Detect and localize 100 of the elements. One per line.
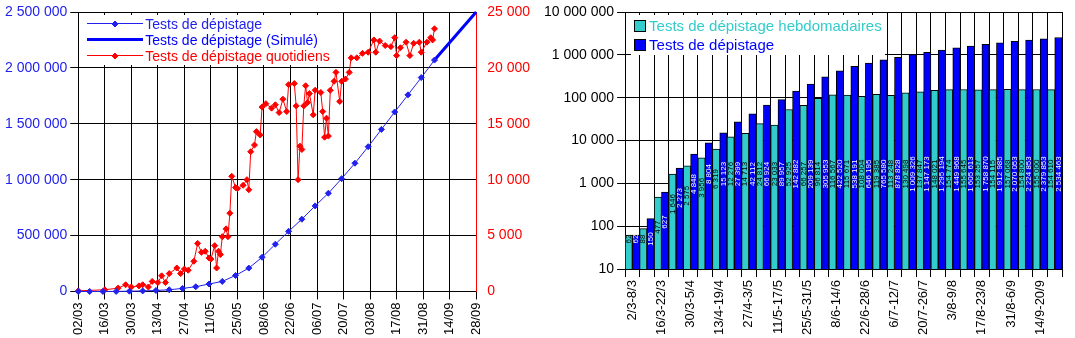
y-tick-label: 10 000 000 — [543, 2, 615, 19]
x-tick-label: 25/5-31/5 — [798, 280, 814, 335]
data-label: 2 224 853 — [1024, 155, 1034, 192]
x-tick-label: 17/08 — [388, 302, 404, 336]
data-label: 150 — [645, 231, 655, 246]
y2-tick-label: 20 000 — [487, 58, 531, 75]
y2-tick-label: 10 000 — [487, 170, 531, 187]
x-tick-label: 27/4-3/5 — [740, 280, 756, 328]
data-label: 305 953 — [820, 159, 830, 189]
data-label: 209 139 — [805, 159, 815, 189]
y-tick-label: 0 — [59, 282, 68, 299]
x-tick-label: 11/05 — [202, 302, 218, 335]
data-label: 4 848 — [689, 173, 699, 195]
x-tick-label: 13/04 — [149, 302, 165, 336]
data-label: 477 — [653, 219, 663, 234]
data-label: 155 645 — [958, 159, 968, 189]
y-tick-label: 100 000 — [563, 88, 615, 105]
y-tick-label: 500 000 — [16, 226, 68, 243]
x-tick-label: 6/7-12/7 — [886, 280, 902, 328]
data-label: 96 814 — [813, 161, 823, 187]
data-label: 153 257 — [973, 159, 983, 189]
data-label: 108 004 — [856, 159, 866, 189]
data-label: 88 — [638, 234, 648, 244]
data-label: 12 276 — [725, 161, 735, 187]
y-tick-label: 1 000 000 — [551, 45, 615, 62]
data-label: 52 925 — [784, 161, 794, 187]
data-label: 1 646 — [667, 193, 677, 215]
x-tick-label: 25/05 — [229, 302, 245, 336]
x-tick-label: 3/8-9/8 — [944, 280, 960, 321]
x-tick-label: 16/3-22/3 — [653, 280, 669, 335]
legend-label: Tests de dépistage quotidiens — [145, 48, 330, 64]
y-tick-label: 10 — [598, 259, 615, 276]
x-tick-label: 06/07 — [308, 302, 324, 336]
data-label: 1 605 613 — [966, 155, 976, 192]
data-label: 154 610 — [1046, 159, 1056, 189]
data-label: 2 273 — [674, 187, 684, 209]
x-tick-label: 22/06 — [282, 302, 298, 336]
y-tick-label: 1 500 000 — [4, 114, 68, 131]
data-label: 1 295 194 — [937, 155, 947, 192]
data-label: 1 912 985 — [995, 155, 1005, 192]
data-label: 62 — [631, 234, 641, 244]
data-label: 142 882 — [791, 159, 801, 189]
x-tick-label: 30/03 — [122, 302, 138, 336]
y-tick-label: 1 000 — [579, 174, 615, 191]
x-tick-label: 08/06 — [255, 302, 271, 336]
x-tick-label: 13/4-19/4 — [711, 280, 727, 335]
x-tick-label: 17/8-23/8 — [973, 280, 989, 335]
x-tick-label: 11/5-17/5 — [769, 280, 785, 335]
data-label: 137 847 — [915, 159, 925, 189]
y2-tick-label: 0 — [487, 282, 496, 299]
x-tick-label: 16/03 — [96, 302, 112, 336]
data-label: 2 534 463 — [1053, 155, 1063, 192]
data-label: 6 319 — [711, 168, 721, 190]
y2-tick-label: 25 000 — [487, 2, 531, 19]
data-label: 27 399 — [733, 161, 743, 187]
data-label: 2 379 853 — [1039, 155, 1048, 192]
x-tick-label: 31/8-6/9 — [1002, 280, 1018, 328]
data-label: 878 828 — [893, 159, 903, 189]
data-label: 154 774 — [944, 159, 954, 189]
legend-label: Tests de dépistage (Simulé) — [145, 32, 319, 48]
data-label: 24 812 — [754, 161, 764, 187]
data-label: 8 804 — [704, 163, 714, 185]
x-tick-label: 20/7-26/7 — [915, 280, 931, 335]
data-label: 646 195 — [864, 159, 874, 189]
data-label: 62 — [623, 234, 633, 244]
x-tick-label: 22/6-28/6 — [856, 280, 872, 335]
data-label: 15 123 — [718, 161, 728, 187]
x-tick-label: 20/07 — [335, 302, 351, 336]
x-tick-label: 2/3-8/3 — [623, 280, 639, 321]
x-tick-label: 28/09 — [467, 302, 483, 336]
data-label: 14 713 — [740, 161, 750, 187]
data-label: 3 956 — [696, 177, 706, 198]
data-label: 66 924 — [762, 161, 772, 187]
y-tick-label: 2 500 000 — [4, 2, 68, 19]
y-tick-label: 100 — [590, 217, 615, 234]
data-label: 422 520 — [835, 159, 845, 189]
data-label: 1 758 870 — [980, 155, 990, 192]
data-label: 1 009 326 — [907, 155, 917, 192]
data-label: 113 248 — [886, 159, 896, 189]
x-tick-label: 8/6-14/6 — [827, 280, 843, 328]
data-label: 23 033 — [769, 161, 779, 187]
y2-tick-label: 15 000 — [487, 114, 531, 131]
data-label: 2 070 053 — [1009, 155, 1019, 192]
data-label: 119 385 — [871, 159, 881, 189]
x-tick-label: 02/03 — [69, 302, 85, 336]
x-tick-label: 14/9-20/9 — [1031, 280, 1047, 335]
x-tick-label: 27/04 — [175, 302, 191, 336]
data-label: 154 800 — [1017, 159, 1027, 189]
data-label: 66 257 — [798, 161, 808, 187]
y-tick-label: 2 000 000 — [4, 58, 68, 75]
data-label: 1 147 173 — [922, 155, 932, 192]
legend-label: Tests de dépistage — [145, 16, 263, 32]
data-label: 115 671 — [842, 159, 852, 189]
data-label: 765 580 — [878, 159, 888, 189]
data-label: 154 115 — [988, 159, 998, 189]
x-tick-label: 31/08 — [414, 302, 430, 336]
data-label: 148 021 — [929, 159, 939, 189]
data-label: 627 — [660, 214, 670, 229]
y-tick-label: 1 000 000 — [4, 170, 68, 187]
data-label: 130 498 — [900, 159, 910, 189]
